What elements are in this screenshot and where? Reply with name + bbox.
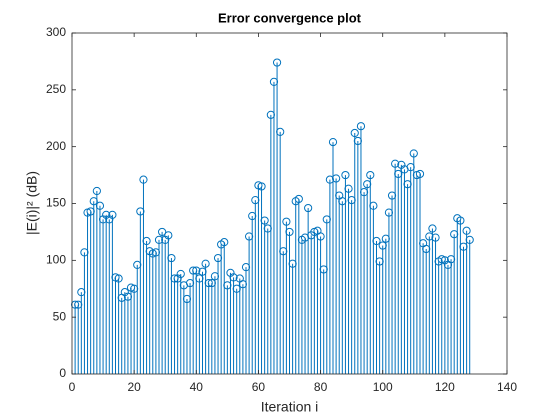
x-tick-label: 20: [127, 380, 141, 394]
stem-marker: [92, 186, 101, 196]
stem-marker: [260, 216, 269, 225]
stem-marker: [285, 227, 294, 237]
stem-marker: [257, 182, 266, 191]
stem-marker: [462, 226, 471, 235]
stem-marker: [372, 236, 381, 246]
stem-marker: [142, 236, 151, 246]
stem-marker: [164, 231, 173, 240]
stem-marker: [108, 210, 117, 219]
y-tick-label: 300: [46, 25, 66, 39]
stem-marker: [201, 259, 210, 268]
stem-marker: [316, 232, 325, 241]
y-tick-label: 50: [53, 309, 67, 323]
stem-marker: [272, 58, 282, 67]
stem-marker: [431, 233, 440, 242]
stem-marker: [294, 194, 303, 204]
stem-marker: [344, 184, 353, 193]
stem-marker: [369, 201, 378, 210]
stem-marker: [391, 159, 400, 168]
x-tick-label: 0: [69, 380, 76, 394]
stem-marker: [114, 274, 123, 283]
stem-marker: [220, 238, 229, 247]
chart-title: Error convergence plot: [218, 10, 362, 25]
y-axis-label: |E(i)|² (dB): [24, 171, 40, 235]
stem-marker: [158, 227, 167, 237]
stem-marker: [350, 128, 359, 138]
x-tick-label: 140: [497, 380, 517, 394]
x-axis-label: Iteration i: [261, 399, 319, 415]
stem-marker: [415, 169, 425, 179]
stem-marker: [428, 224, 437, 233]
stem-marker: [229, 273, 238, 282]
y-tick-label: 100: [46, 253, 66, 267]
x-tick-label: 100: [373, 380, 393, 394]
stem-marker: [139, 175, 148, 184]
stem-marker: [366, 170, 375, 180]
y-tick-label: 150: [46, 196, 66, 210]
stem-marker: [176, 269, 185, 279]
y-tick-label: 200: [46, 139, 66, 153]
stem-marker: [456, 216, 465, 225]
stem-marker: [276, 127, 285, 136]
stem-marker: [328, 138, 338, 147]
y-tick-label: 250: [46, 82, 66, 96]
stem-marker: [282, 217, 291, 226]
stem-marker: [167, 253, 176, 263]
stem-marker: [95, 201, 105, 210]
x-tick-label: 40: [190, 380, 204, 394]
stem-marker: [465, 235, 474, 244]
stem-marker: [409, 149, 418, 158]
stem-marker: [341, 170, 350, 180]
y-tick-label: 0: [59, 366, 66, 380]
stem-marker: [192, 266, 201, 275]
stem-marker: [332, 174, 341, 183]
x-tick-label: 60: [252, 380, 266, 394]
stem-marker: [356, 122, 366, 131]
x-tick-label: 120: [435, 380, 455, 394]
x-tick-label: 80: [314, 380, 328, 394]
stem-marker: [304, 203, 313, 213]
